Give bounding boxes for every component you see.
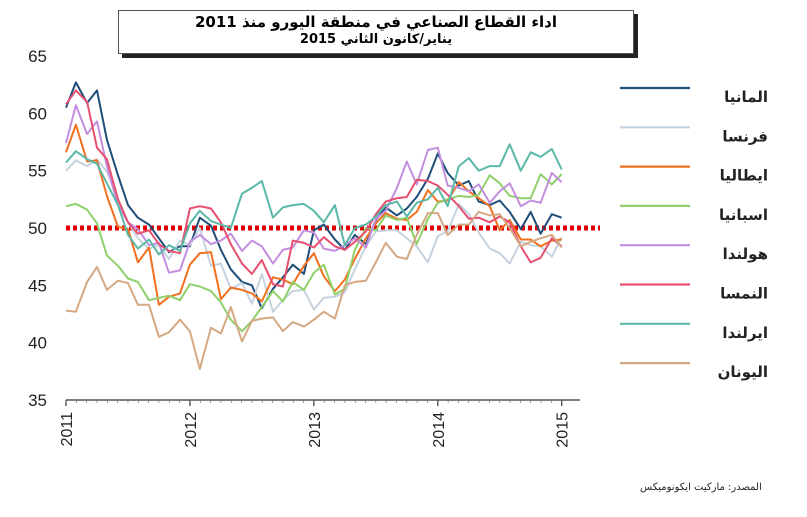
x-tick-label: 2014 — [431, 412, 448, 448]
series-line — [65, 104, 563, 274]
x-tick-label: 2013 — [307, 412, 324, 448]
legend: المانيا فرنسا ايطاليا اسبانيا هولندا النمسا اي… — [620, 86, 768, 381]
chart-title: اداء القطاع الصناعي في منطقة اليورو منذ … — [195, 13, 557, 31]
legend-label: اسبانيا — [719, 206, 768, 224]
legend-label: هولندا — [723, 245, 768, 263]
y-tick-label: 45 — [28, 276, 47, 295]
series-line — [65, 173, 563, 333]
series-line — [65, 210, 563, 370]
series-line — [65, 123, 562, 306]
x-tick-label: 2011 — [59, 412, 76, 447]
series-line — [65, 143, 563, 256]
axes: 35 40 45 50 55 60 65 2011 2012 2013 2014 2015 — [28, 47, 580, 448]
legend-label: فرنسا — [722, 127, 768, 145]
legend-label: اليونان — [718, 363, 768, 381]
chart-title-box: اداء القطاع الصناعي في منطقة اليورو منذ … — [118, 10, 634, 54]
x-tick-label: 2012 — [183, 412, 200, 448]
y-tick-label: 50 — [28, 219, 47, 238]
series-line — [65, 89, 563, 288]
chart-subtitle: يناير/كانون الثاني 2015 — [299, 32, 453, 47]
series-line — [65, 81, 563, 310]
legend-label: النمسا — [720, 285, 768, 303]
legend-label: ايطاليا — [720, 167, 768, 185]
series-line — [65, 158, 563, 313]
y-tick-label: 65 — [28, 47, 47, 66]
legend-label: المانيا — [724, 88, 768, 106]
source-note: المصدر: ماركيت ايكونوميكس — [640, 482, 762, 493]
y-tick-label: 40 — [28, 334, 47, 353]
legend-label: ايرلندا — [722, 324, 768, 342]
x-tick-label: 2015 — [555, 412, 572, 448]
y-tick-label: 55 — [28, 162, 47, 181]
y-tick-label: 60 — [28, 104, 47, 123]
series-lines — [65, 81, 563, 370]
y-tick-label: 35 — [28, 391, 47, 410]
